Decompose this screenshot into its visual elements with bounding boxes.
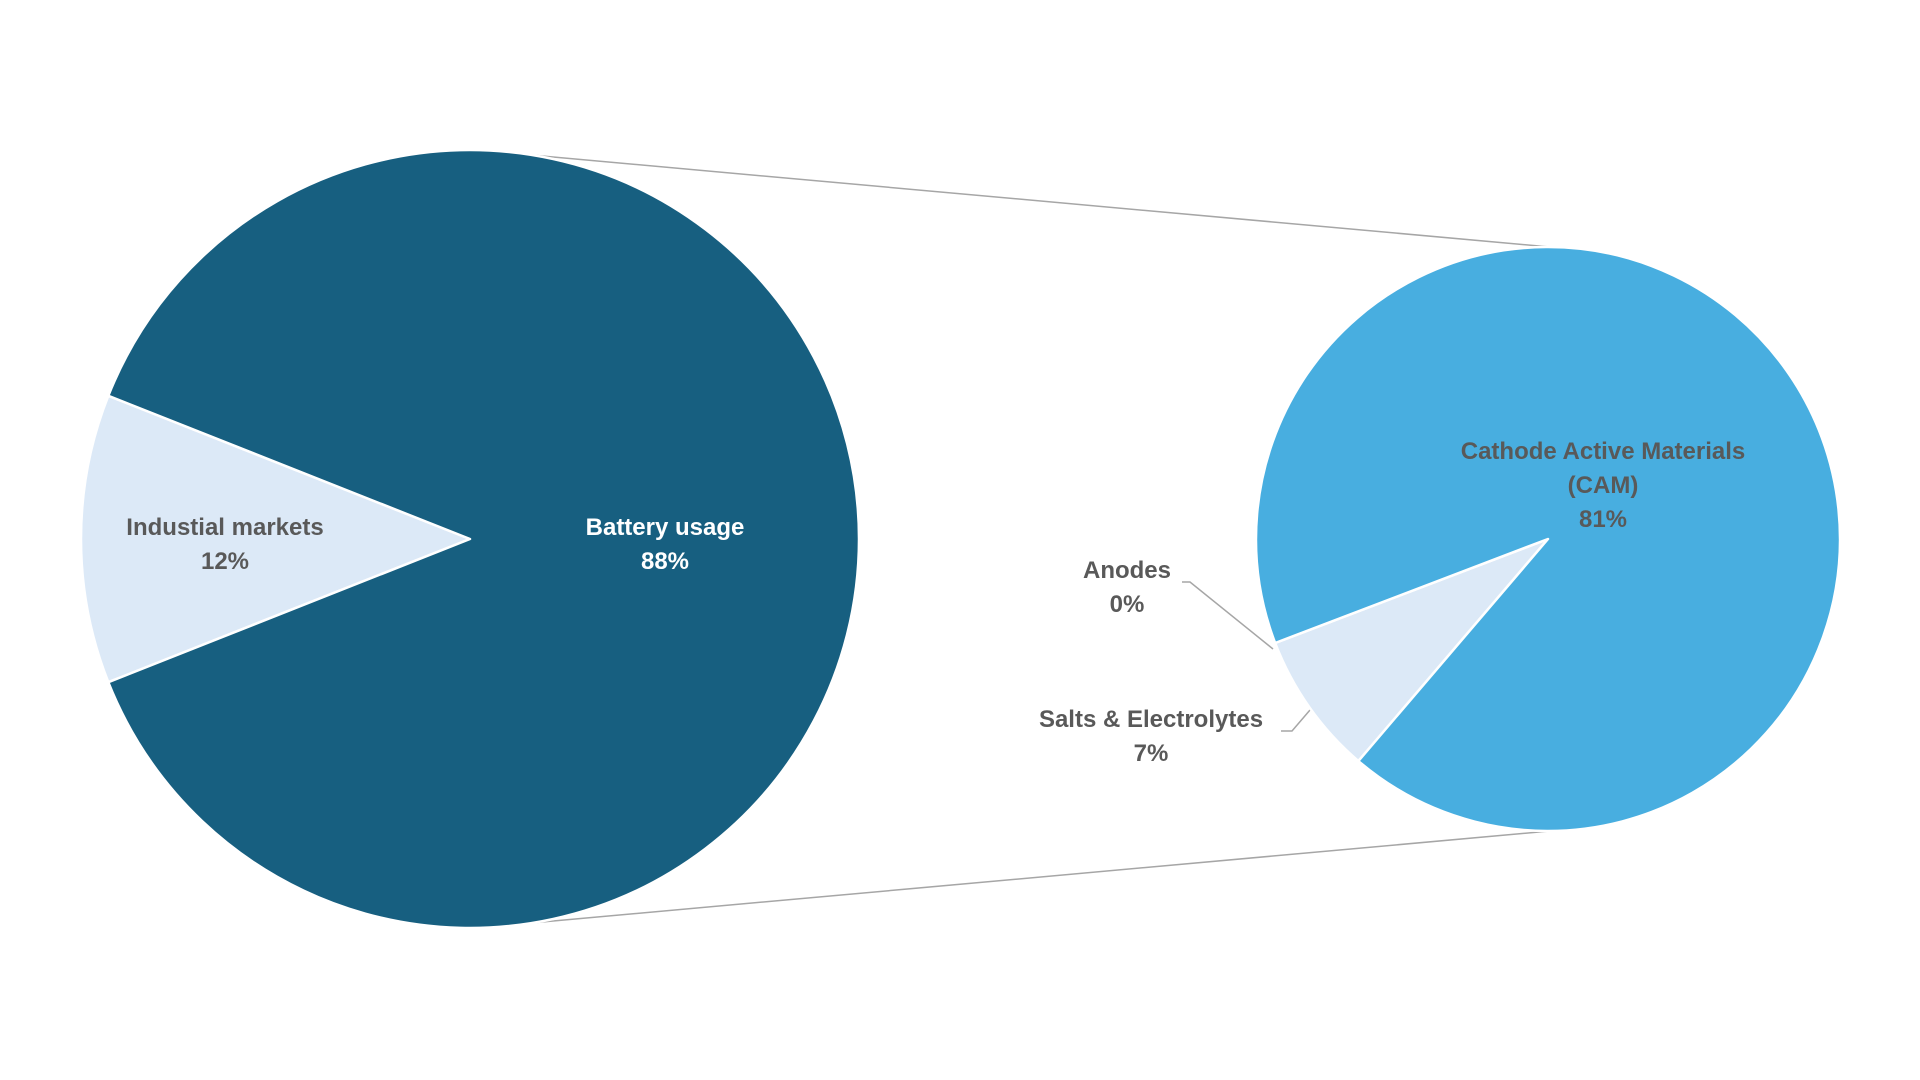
- data-label: Industial markets 12%: [126, 511, 323, 579]
- data-label: Salts & Electrolytes 7%: [1039, 703, 1263, 771]
- value-label: 7%: [1133, 740, 1169, 767]
- value-label: 81%: [1578, 506, 1628, 533]
- category-label: Anodes: [1082, 557, 1172, 584]
- category-label: Cathode Active Materials (CAM): [1460, 438, 1746, 499]
- category-label: Battery usage: [585, 514, 745, 541]
- data-label: Battery usage 88%: [586, 511, 745, 579]
- value-label: 12%: [200, 548, 250, 575]
- category-label: Salts & Electrolytes: [1038, 706, 1264, 733]
- category-label: Industial markets: [126, 514, 324, 541]
- value-label: 88%: [640, 548, 690, 575]
- data-label: Cathode Active Materials (CAM) 81%: [1433, 435, 1773, 537]
- data-label: Anodes 0%: [1083, 554, 1171, 622]
- pie-slice: [79, 394, 472, 684]
- connector-line: [530, 154, 1551, 248]
- pie-slice: [1273, 537, 1550, 763]
- connector-line: [530, 830, 1551, 924]
- leader-line: [1182, 581, 1274, 650]
- pie-slice: [1254, 245, 1842, 833]
- leader-line: [1281, 709, 1311, 732]
- value-label: 0%: [1109, 591, 1145, 618]
- pie-slice: [107, 148, 861, 930]
